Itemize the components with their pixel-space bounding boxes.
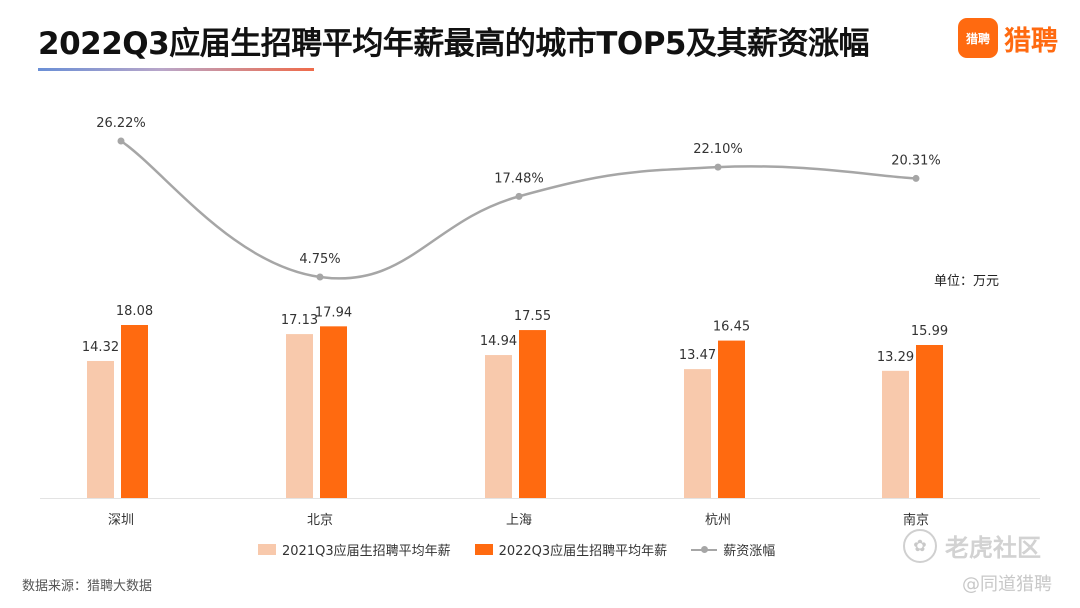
bar-2022-3 <box>718 340 745 498</box>
logo-text: 猎聘 <box>1004 25 1058 57</box>
growth-point-0 <box>117 137 125 145</box>
bar-2022-2 <box>519 330 546 498</box>
bar-2021-0 <box>87 360 114 498</box>
bar-label-2021-1: 17.13 <box>281 313 318 328</box>
legend-item-growth: 薪资涨幅 <box>691 540 775 559</box>
chart-title: 2022Q3应届生招聘平均年薪最高的城市TOP5及其薪资涨幅 <box>38 26 870 62</box>
legend-label-growth: 薪资涨幅 <box>723 544 776 559</box>
legend-label-2022: 2022Q3应届生招聘平均年薪 <box>498 544 668 559</box>
bar-label-2021-2: 14.94 <box>480 334 517 349</box>
bar-2022-0 <box>121 325 148 498</box>
bar-2021-4 <box>882 370 909 498</box>
watermark-secondary: @同道猎聘 <box>962 574 1052 595</box>
legend-label-2021: 2021Q3应届生招聘平均年薪 <box>282 544 451 559</box>
category-label-3: 杭州 <box>705 513 731 528</box>
unit-label: 单位：万元 <box>934 274 1000 289</box>
bar-label-2022-3: 16.45 <box>713 320 750 335</box>
bar-label-2022-4: 15.99 <box>911 324 948 339</box>
category-label-4: 南京 <box>903 512 929 528</box>
legend-swatch-2021 <box>258 544 276 555</box>
bar-2021-1 <box>286 334 313 498</box>
brand-logo: 猎聘 猎聘 <box>958 18 1058 58</box>
growth-point-2 <box>515 192 523 200</box>
legend-item-2021: 2021Q3应届生招聘平均年薪 <box>258 540 451 559</box>
tiger-icon: ✿ <box>903 528 937 563</box>
bar-2022-4 <box>916 344 943 498</box>
category-label-1: 北京 <box>307 513 333 528</box>
data-source: 数据来源：猎聘大数据 <box>22 579 153 594</box>
bar-2021-3 <box>684 369 711 498</box>
watermark: ✿ 老虎社区 <box>903 528 1041 563</box>
category-label-0: 深圳 <box>108 513 134 528</box>
legend-swatch-growth <box>691 544 718 555</box>
growth-label-1: 4.75% <box>299 252 340 267</box>
bar-label-2021-0: 14.32 <box>82 340 119 355</box>
growth-label-2: 17.48% <box>494 171 544 186</box>
title-underline <box>38 68 314 71</box>
bar-label-2021-4: 13.29 <box>877 350 914 365</box>
growth-point-1 <box>316 273 324 281</box>
chart-legend: 2021Q3应届生招聘平均年薪 2022Q3应届生招聘平均年薪 薪资涨幅 <box>258 540 775 559</box>
legend-item-2022: 2022Q3应届生招聘平均年薪 <box>474 540 668 559</box>
watermark-primary: 老虎社区 <box>945 534 1041 562</box>
bar-label-2022-2: 17.55 <box>514 309 551 324</box>
bar-label-2022-0: 18.08 <box>116 304 153 319</box>
bar-2022-1 <box>320 326 347 498</box>
bar-label-2021-3: 13.47 <box>679 348 716 363</box>
logo-mark-icon: 猎聘 <box>958 18 998 58</box>
growth-label-3: 22.10% <box>693 142 743 157</box>
growth-line <box>120 139 917 280</box>
category-label-2: 上海 <box>506 513 532 528</box>
growth-point-3 <box>714 163 722 171</box>
bar-2021-2 <box>485 355 512 498</box>
growth-label-4: 20.31% <box>891 153 941 168</box>
bar-label-2022-1: 17.94 <box>315 305 352 320</box>
growth-point-4 <box>912 174 920 182</box>
legend-swatch-2022 <box>474 544 493 555</box>
growth-label-0: 26.22% <box>96 116 146 131</box>
